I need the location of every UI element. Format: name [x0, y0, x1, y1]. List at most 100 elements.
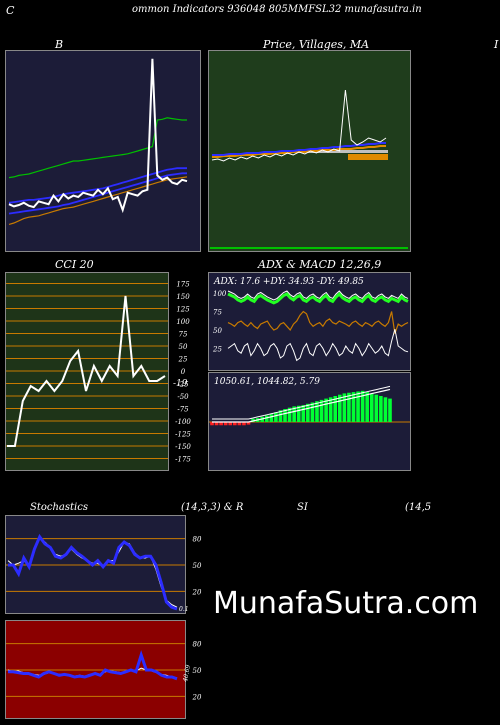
cci-tick-label: 100: [176, 318, 190, 326]
macd-bar: [296, 405, 301, 422]
macd-bar: [283, 409, 287, 422]
cci-tick-label: -175: [175, 456, 191, 464]
stoch-tick-label: 20: [192, 588, 202, 596]
minus-dy-line: [227, 329, 409, 362]
macd-bar: [333, 396, 338, 422]
macd-bar: [337, 394, 342, 422]
cci-tick-label: 50: [179, 343, 188, 351]
macd-bar: [242, 422, 246, 426]
cci-tick-label: 25: [178, 356, 188, 364]
macd-bar: [369, 393, 374, 422]
adx-tick-label: 25: [212, 346, 222, 354]
rsi-params-label: (14,5: [405, 502, 432, 513]
macd-bar: [306, 403, 310, 422]
cci-label: CCI 20: [55, 258, 94, 271]
bollinger-series-line: [8, 176, 188, 225]
cci-tick-label: 125: [176, 306, 190, 314]
cci-tick-label: 75: [179, 331, 188, 339]
bollinger-series-line: [8, 58, 188, 214]
stochastics-label: Stochastics: [30, 502, 88, 513]
cci-tick-label: 150: [176, 293, 190, 301]
macd-bar: [379, 396, 383, 422]
adx-line: [227, 310, 409, 334]
stochastics-chart: 80 50 20 0.1: [5, 515, 202, 614]
macd-bar: [388, 398, 392, 422]
cci-tick-label: 0: [181, 368, 186, 376]
adx-tick-label: 100: [213, 290, 227, 298]
bollinger-series-line: [8, 172, 187, 215]
c-letter: C: [6, 4, 15, 17]
rsi-last-label: 40.69: [182, 664, 192, 683]
cut-label: I: [494, 38, 499, 51]
watermark: MunafaSutra.com: [213, 586, 479, 621]
cci-chart: 175 150 125 100 75 50 25 0 -25 -50 -75 -100 -125 -150…: [5, 272, 191, 471]
plus-dy-highlight: [227, 291, 409, 305]
cci-last-label: -19: [173, 379, 188, 389]
macd-bar: [210, 422, 214, 426]
cci-tick-label: 175: [176, 281, 190, 289]
si-label: SI: [297, 502, 308, 513]
macd-chart: 1050.61, 1044.82, 5.79: [208, 372, 411, 471]
bollinger-chart: [5, 50, 201, 252]
cci-tick-label: -125: [175, 431, 191, 439]
rsi-tick-label: 80: [193, 641, 202, 649]
rsi-chart: 80 50 20 40.69: [5, 620, 202, 719]
cci-tick-label: -100: [175, 418, 191, 426]
macd-bar: [287, 407, 292, 422]
price-ma-series-line: [211, 89, 387, 162]
stoch-last-label: 0.1: [179, 606, 189, 613]
macd-bar: [233, 422, 237, 426]
macd-bar: [356, 391, 360, 422]
adx-tick-label: 75: [213, 309, 222, 317]
page-title: ommon Indicators 936048 805MMFSL32 munaf…: [132, 4, 422, 15]
macd-bar: [223, 422, 228, 426]
stoch-tick-label: 50: [193, 562, 202, 570]
macd-bar: [374, 394, 379, 422]
macd-bar: [264, 415, 269, 422]
macd-bar: [246, 422, 251, 425]
cci-tick-label: -75: [177, 406, 189, 414]
price-ma-chart: [208, 50, 411, 252]
adx-chart: 100 75 50 25 ADX: 17.6 +DY: 34.93 -DY: 49.8…: [208, 272, 411, 371]
rsi-line: [8, 650, 178, 681]
macd-bar: [228, 422, 233, 426]
macd-bar: [278, 410, 283, 422]
macd-bar: [274, 412, 278, 422]
macd-bar: [310, 402, 315, 422]
macd-bar: [237, 422, 242, 426]
plus-dy-line: [227, 290, 409, 301]
macd-bar: [319, 399, 324, 422]
macd-bar: [365, 392, 369, 422]
stoch-params-label: (14,3,3) & R: [181, 502, 244, 513]
macd-bar: [301, 405, 306, 422]
macd-bar: [315, 401, 319, 422]
cci-tick-label: -50: [177, 393, 189, 401]
rsi-tick-label: 20: [192, 693, 202, 701]
macd-bar: [292, 406, 296, 422]
macd-bar: [214, 422, 219, 426]
adx-tick-label: 50: [213, 327, 222, 335]
cci-line: [7, 295, 166, 447]
cci-tick-label: -150: [175, 443, 191, 451]
macd-bar: [360, 390, 365, 422]
macd-bar: [269, 414, 274, 422]
cci-tick-label: -25: [177, 381, 189, 389]
macd-signal-line: [212, 388, 391, 423]
macd-bar: [324, 398, 328, 422]
macd-bar: [251, 418, 255, 422]
adx-readout: ADX: 17.6 +DY: 34.93 -DY: 49.85: [213, 277, 364, 287]
stoch-k-line: [8, 533, 178, 611]
rsi-tick-label: 50: [193, 667, 202, 675]
price-ma-label: Price, Villages, MA: [263, 38, 370, 51]
macd-line: [212, 385, 391, 420]
stoch-tick-label: 80: [193, 536, 202, 544]
macd-bar: [347, 392, 351, 422]
adx-macd-label: ADX & MACD 12,26,9: [258, 258, 382, 271]
bollinger-series-line: [8, 117, 187, 179]
macd-bar: [351, 392, 356, 422]
macd-bar: [328, 397, 333, 422]
bollinger-label: B: [55, 38, 64, 51]
macd-readout: 1050.61, 1044.82, 5.79: [214, 377, 320, 387]
macd-bar: [383, 397, 388, 422]
macd-bar: [219, 422, 223, 426]
